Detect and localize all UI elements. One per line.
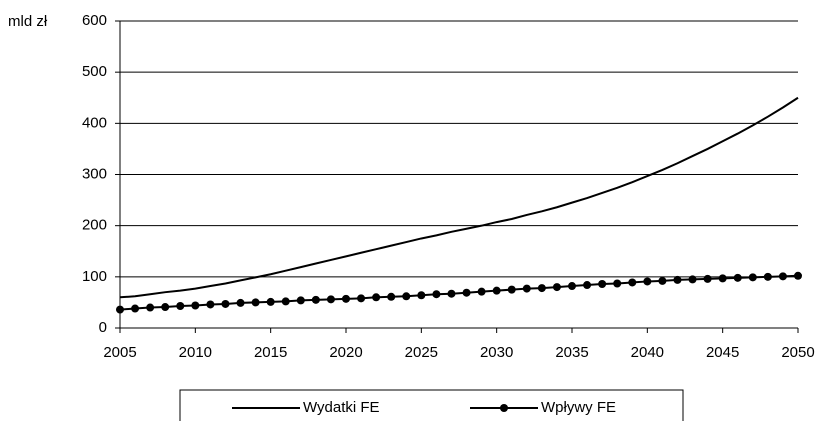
x-tick-label: 2045	[706, 344, 739, 361]
marker	[794, 271, 802, 280]
legend-box	[179, 389, 684, 421]
marker	[778, 272, 787, 281]
marker	[342, 294, 350, 303]
series-line	[119, 96, 799, 299]
marker	[613, 279, 622, 288]
marker	[402, 292, 411, 301]
marker	[568, 282, 576, 291]
marker	[417, 291, 426, 300]
marker	[673, 275, 682, 284]
series-line	[119, 274, 799, 311]
marker	[447, 289, 456, 298]
marker	[387, 292, 396, 301]
y-tick-label: 600	[82, 12, 107, 29]
x-tick-label: 2005	[103, 344, 136, 361]
marker	[296, 296, 305, 305]
marker	[537, 284, 546, 293]
marker	[492, 286, 501, 295]
y-axis-label: mld zł	[8, 13, 48, 30]
marker	[462, 288, 471, 297]
marker	[507, 285, 516, 294]
x-tick-label: 2015	[254, 344, 287, 361]
x-tick-label: 2030	[480, 344, 513, 361]
marker	[703, 274, 712, 283]
marker	[432, 290, 441, 299]
legend-label: Wydatki FE	[303, 399, 380, 416]
marker	[583, 281, 592, 290]
marker	[763, 272, 772, 281]
marker	[176, 301, 185, 310]
x-tick-label: 2020	[329, 344, 362, 361]
marker	[251, 298, 260, 307]
marker	[598, 279, 607, 288]
marker	[311, 295, 320, 304]
y-tick-label: 0	[99, 319, 107, 336]
marker	[522, 284, 531, 293]
marker	[131, 304, 140, 313]
x-tick-label: 2010	[179, 344, 212, 361]
marker	[748, 273, 757, 282]
y-tick-label: 100	[82, 268, 107, 285]
x-tick-label: 2035	[555, 344, 588, 361]
marker	[116, 305, 124, 314]
legend-marker	[500, 404, 508, 412]
marker	[146, 303, 155, 312]
marker	[643, 277, 652, 286]
legend-label: Wpływy FE	[541, 399, 616, 416]
x-tick-label: 2025	[405, 344, 438, 361]
marker	[221, 299, 230, 308]
y-tick-label: 400	[82, 114, 107, 131]
y-tick-label: 200	[82, 217, 107, 234]
marker	[372, 293, 381, 302]
marker	[357, 294, 366, 303]
x-tick-label: 2050	[781, 344, 814, 361]
marker	[733, 273, 742, 282]
marker	[628, 278, 637, 287]
marker	[236, 298, 245, 307]
marker	[688, 275, 697, 284]
marker	[326, 295, 335, 304]
y-tick-label: 300	[82, 165, 107, 182]
marker	[191, 301, 200, 310]
marker	[477, 287, 486, 296]
x-tick-label: 2040	[631, 344, 664, 361]
marker	[658, 276, 667, 285]
marker	[281, 297, 290, 306]
marker	[718, 274, 727, 283]
marker	[161, 303, 170, 312]
marker	[552, 283, 561, 292]
marker	[266, 297, 275, 306]
y-tick-label: 500	[82, 63, 107, 80]
marker	[206, 300, 215, 309]
